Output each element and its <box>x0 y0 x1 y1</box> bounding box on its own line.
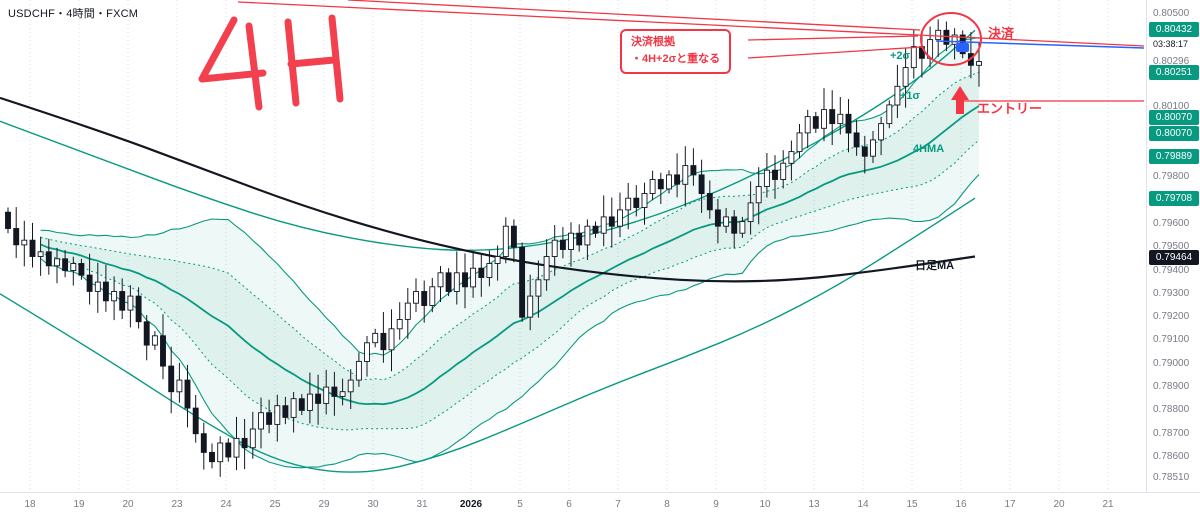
price-badge: 0.79889 <box>1149 149 1199 164</box>
price-label: 0.80100 <box>1153 101 1190 113</box>
price-label: 0.80500 <box>1153 8 1190 19</box>
time-label: 24 <box>220 499 232 510</box>
bb-minus2sigma-line <box>40 174 980 469</box>
bb-outer-fill <box>40 37 980 468</box>
price-label: 0.78600 <box>1153 451 1190 462</box>
price-badge: 0.80251 <box>1149 64 1199 80</box>
drawing-annotations <box>198 0 1145 114</box>
time-label: 10 <box>759 499 771 510</box>
bb-inner-fill <box>40 72 980 430</box>
exit-circle-annotation[interactable] <box>920 12 982 66</box>
trendline-annotation-2[interactable] <box>347 0 921 31</box>
position-marker[interactable] <box>956 43 969 52</box>
band-label-plus2sigma: +2σ <box>890 50 911 62</box>
entry-label[interactable]: エントリー <box>977 101 1043 116</box>
time-label: 8 <box>664 499 670 510</box>
exit-label[interactable]: 決済 <box>988 26 1015 41</box>
daily-band-upper-line <box>0 29 976 251</box>
price-label: 0.79800 <box>1153 171 1190 183</box>
price-label: 0.79200 <box>1153 311 1190 323</box>
price-badge: 0.80070 <box>1149 125 1199 141</box>
time-label: 31 <box>416 499 428 510</box>
time-label: 19 <box>73 499 85 510</box>
entry-arrow[interactable] <box>951 86 969 114</box>
band-label-plus1sigma: +1σ <box>900 90 921 102</box>
daily-band-lower-line <box>0 197 976 473</box>
time-label: 21 <box>1102 499 1114 510</box>
daily-ma-label: 日足MA <box>915 260 955 272</box>
handwritten-4h-annotation[interactable] <box>198 14 344 111</box>
time-axis[interactable]: 18 19 20 23 24 25 29 30 31 2026 5 6 7 8 9 10 13 14 15 16 17 2… <box>0 492 1200 518</box>
bar-countdown: 03:38:17 <box>1153 38 1189 49</box>
time-label: 14 <box>857 499 869 510</box>
time-label: 17 <box>1004 499 1016 510</box>
price-label: 0.79100 <box>1153 334 1190 346</box>
price-badge: 0.80432 <box>1149 22 1199 38</box>
symbol-title[interactable]: USDCHF・4時間・FXCM <box>8 8 139 20</box>
time-label: 15 <box>906 499 918 510</box>
bb-basis-4hma-line <box>40 105 980 406</box>
time-label: 18 <box>24 499 36 510</box>
exit-reason-callout[interactable]: 決済根拠 ・4H+2σと重なる <box>620 29 732 75</box>
price-label: 0.78510 <box>1153 472 1190 483</box>
price-label: 0.79000 <box>1153 357 1190 369</box>
time-label: 30 <box>367 499 379 510</box>
plot-canvas[interactable] <box>0 0 1146 492</box>
price-label: 0.79400 <box>1153 264 1190 276</box>
exit-target-blue-line[interactable] <box>935 40 1145 49</box>
candlestick-series <box>5 19 982 477</box>
time-label: 23 <box>171 499 183 510</box>
price-axis[interactable]: 0.80500 0.80296 0.80100 0.79800 0.79600 0.795… <box>1146 0 1200 492</box>
price-badge: 0.79464 <box>1149 250 1199 266</box>
time-label: 29 <box>318 499 330 510</box>
time-label: 16 <box>955 499 967 510</box>
time-label: 6 <box>566 499 572 510</box>
price-badge: 0.80070 <box>1149 109 1199 125</box>
callout-line-1: 決済根拠 <box>631 36 675 48</box>
price-label: 0.79600 <box>1153 217 1190 229</box>
time-label: 5 <box>517 499 523 510</box>
time-label: 9 <box>713 499 719 510</box>
time-label: 20 <box>1053 499 1065 510</box>
time-label: 7 <box>615 499 621 510</box>
price-badge: 0.79708 <box>1149 191 1199 207</box>
time-label: 2026 <box>459 499 483 510</box>
time-label: 13 <box>808 499 820 510</box>
bb-plus1sigma-line <box>40 71 980 381</box>
callout-line-2: ・4H+2σと重なる <box>631 53 721 66</box>
price-label: 0.79500 <box>1153 241 1190 253</box>
time-label: 20 <box>122 499 134 510</box>
price-label: 0.78900 <box>1153 381 1190 393</box>
trendline-annotation-1[interactable] <box>237 1 1145 47</box>
callout-pointer-line-1[interactable] <box>747 35 919 41</box>
price-label: 0.78800 <box>1153 404 1190 416</box>
price-label: 0.80296 <box>1153 55 1190 67</box>
price-label: 0.78700 <box>1153 427 1190 439</box>
callout-pointer-line-2[interactable] <box>747 46 923 59</box>
price-label: 0.79300 <box>1153 287 1190 299</box>
band-label-4hma: 4HMA <box>913 143 945 155</box>
time-label: 25 <box>269 499 281 510</box>
